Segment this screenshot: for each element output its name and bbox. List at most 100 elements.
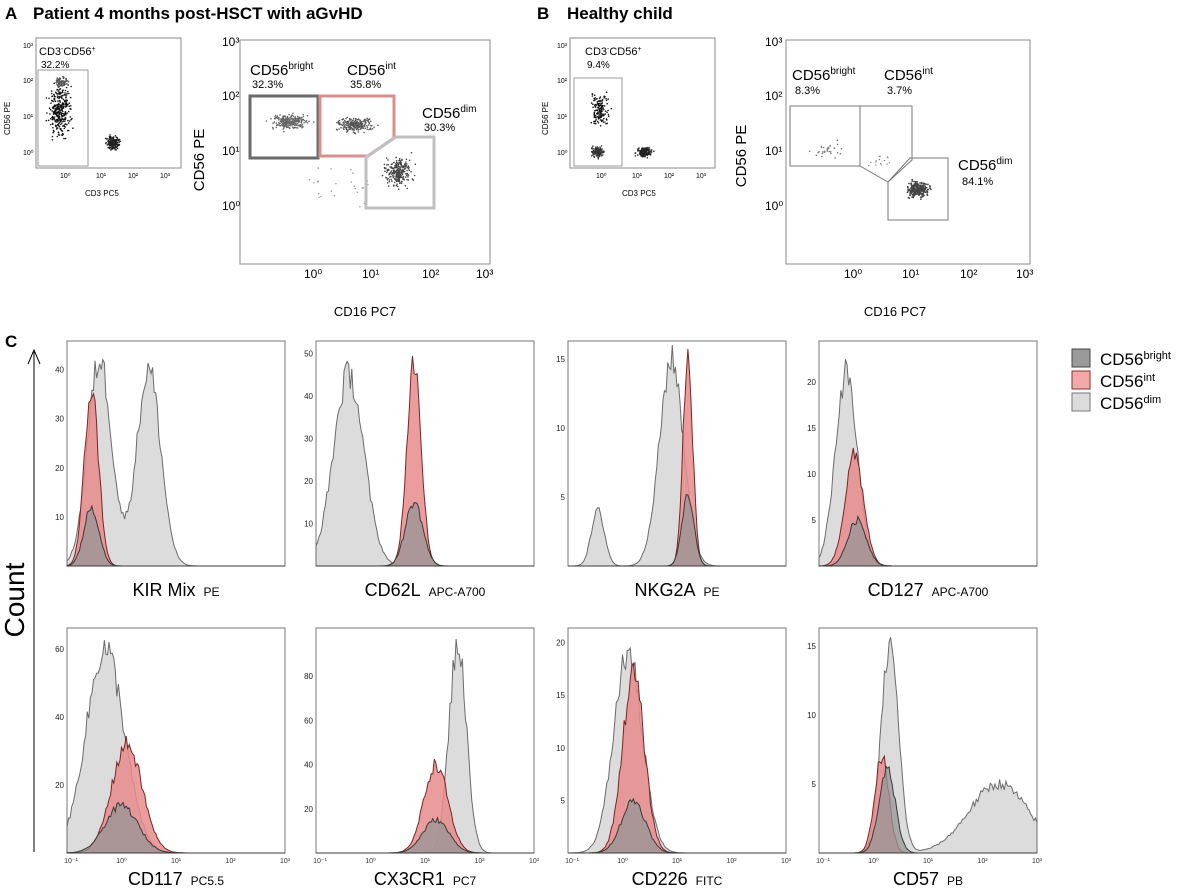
scatter-point (344, 124, 347, 126)
scatter-point (821, 152, 824, 155)
scatter-point (924, 186, 927, 189)
scatter-y-tick: 10³ (557, 43, 568, 50)
scatter-point (52, 127, 54, 129)
gates-x-tick: 10¹ (362, 267, 379, 281)
scatter-point (288, 113, 290, 116)
scatter-point (65, 99, 67, 101)
scatter-point (355, 128, 358, 131)
scatter-point (285, 117, 288, 119)
scatter-point (919, 182, 921, 184)
scatter-point (592, 106, 594, 109)
scatter-point (599, 154, 601, 156)
scatter-point (342, 121, 345, 123)
scatter-point (353, 132, 356, 134)
scatter-point (400, 170, 403, 172)
scatter-point (595, 152, 598, 155)
scatter-point (390, 178, 393, 181)
scatter-point (399, 176, 402, 178)
scatter-point (634, 152, 637, 154)
scatter-point (839, 152, 842, 155)
scatter-point (312, 121, 315, 123)
scatter-point (391, 167, 394, 169)
scatter-point (61, 130, 64, 132)
scatter-point (276, 115, 279, 117)
scatter-point (277, 117, 280, 120)
scatter-point (366, 126, 369, 128)
scatter-point (295, 121, 298, 123)
scatter-point (407, 176, 409, 178)
histogram-series-cd56bright (819, 514, 1037, 567)
scatter-point (283, 127, 285, 129)
scatter-point (289, 118, 292, 121)
histogram-y-tick: 15 (807, 424, 816, 433)
scatter-point (394, 171, 397, 174)
scatter-point (369, 127, 372, 129)
scatter-point (600, 153, 602, 156)
scatter-point (62, 120, 65, 122)
scatter-point (599, 116, 602, 119)
histogram-y-tick: 40 (55, 366, 64, 375)
panel-c-letter: C (5, 332, 17, 351)
scatter-point (870, 161, 872, 164)
scatter-point (598, 108, 601, 111)
scatter-point (111, 137, 113, 139)
scatter-point (302, 118, 305, 121)
scatter-point (391, 180, 393, 182)
scatter-point (345, 122, 348, 124)
gates-y-tick: 10² (222, 89, 239, 103)
scatter-point (291, 126, 294, 128)
scatter-point (55, 125, 57, 128)
scatter-point (363, 131, 365, 134)
scatter-point (597, 104, 600, 106)
scatter-point (909, 190, 911, 192)
scatter-point (66, 92, 68, 95)
scatter-point (824, 150, 826, 153)
scatter-point (70, 118, 72, 121)
scatter-point (64, 92, 66, 94)
scatter-point (387, 185, 390, 187)
histogram-cd127: 5 10 15 20 CD127 APC-A700 (807, 340, 1038, 600)
scatter-point (286, 119, 289, 121)
histogram-x-tick: 10² (225, 858, 236, 865)
gates-y-tick: 10⁰ (765, 199, 783, 213)
scatter-point (602, 154, 604, 156)
scatter-point (345, 128, 348, 131)
scatter-point (603, 117, 605, 120)
scatter-point (836, 139, 839, 142)
scatter-point (593, 111, 596, 114)
histogram-y-tick: 20 (556, 639, 565, 648)
scatter-point (284, 120, 287, 123)
scatter-point (62, 80, 64, 83)
scatter-point (403, 163, 406, 165)
scatter-point (398, 157, 401, 160)
scatter-point (604, 113, 607, 115)
scatter-point (820, 146, 823, 149)
scatter-point (289, 124, 291, 127)
gate-dim-pct: 84.1% (962, 176, 993, 188)
scatter-point (105, 142, 107, 145)
scatter-point (52, 111, 55, 113)
scatter-point (290, 115, 293, 118)
scatter-point (283, 131, 285, 133)
histogram-label: CD127 APC-A700 (868, 580, 989, 600)
scatter-point (114, 141, 116, 143)
scatter-point (62, 77, 65, 80)
gate-bright (789, 105, 861, 167)
scatter-point (345, 127, 347, 129)
scatter-point (605, 122, 607, 125)
scatter-point (56, 83, 58, 86)
gate-dim (887, 157, 949, 221)
scatter-point (62, 106, 65, 108)
scatter-point (49, 123, 52, 126)
scatter-point (644, 147, 647, 149)
scatter-y-tick: 10¹ (557, 114, 568, 121)
scatter-point (361, 187, 363, 189)
scatter-point (399, 160, 402, 162)
scatter-point (384, 170, 386, 172)
scatter-point (397, 188, 400, 190)
scatter-point (920, 198, 922, 201)
scatter-point (601, 100, 603, 102)
scatter-point (57, 105, 60, 108)
scatter-point (110, 136, 112, 138)
scatter-point (50, 102, 52, 104)
